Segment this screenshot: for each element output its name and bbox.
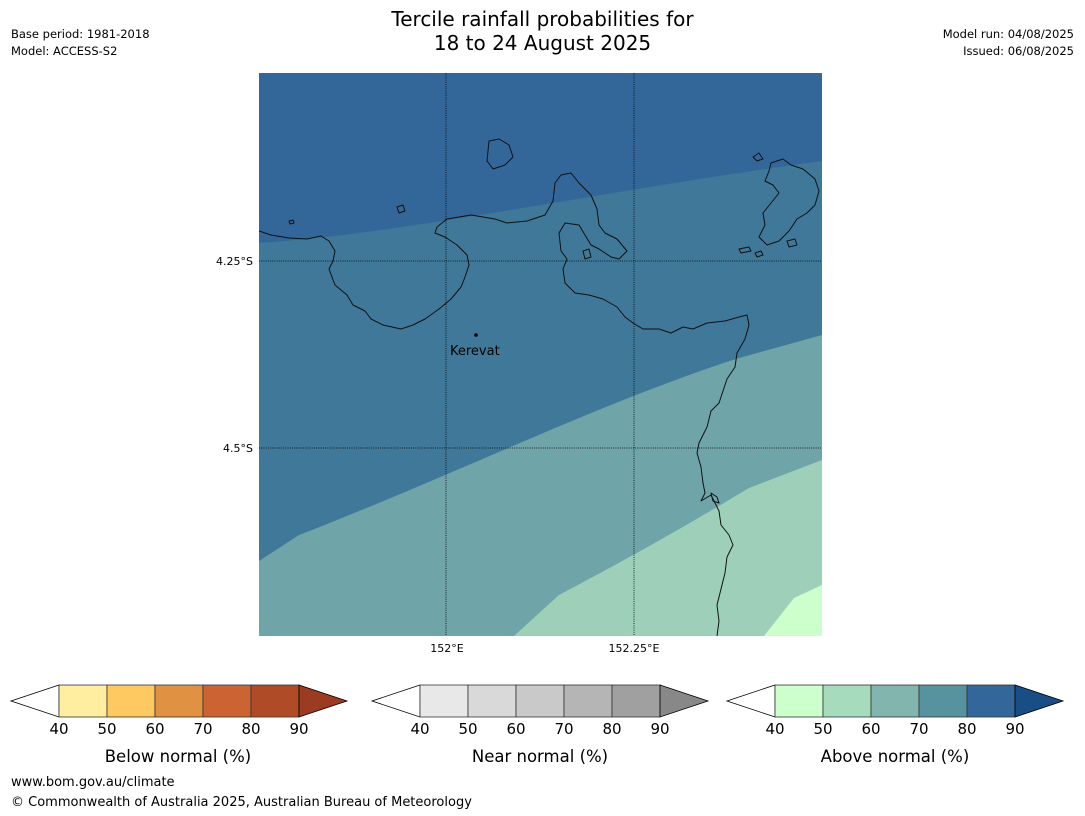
latitude-labels: 4.25°S 4.5°S <box>216 255 253 455</box>
kerevat-label: Kerevat <box>450 344 500 359</box>
metadata-left: Base period: 1981-2018 Model: ACCESS-S2 <box>11 26 150 60</box>
colorbar-tick-label: 90 <box>1005 720 1024 738</box>
model-text: Model: ACCESS-S2 <box>11 44 118 58</box>
colorbar-tick-label: 80 <box>957 720 976 738</box>
colorbar-tick-label: 50 <box>97 720 116 738</box>
colorbar-extend-high <box>1014 684 1065 718</box>
longitude-labels: 152°E 152.25°E <box>430 642 660 655</box>
colorbar-swatch <box>918 684 968 718</box>
colorbar-label-below-normal: Below normal (%) <box>105 747 252 766</box>
colorbar-below-normal: 40 50 60 70 80 90 Below normal (%) <box>9 684 349 766</box>
colorbar-swatch <box>154 684 204 718</box>
forecast-map[interactable]: Kerevat <box>259 73 822 636</box>
colorbar-extend-high <box>298 684 349 718</box>
lon-label-152-25e: 152.25°E <box>609 642 660 655</box>
metadata-right: Model run: 04/08/2025 Issued: 06/08/2025 <box>943 26 1074 60</box>
probability-band-near-40 <box>764 585 822 636</box>
colorbar-tick-label: 90 <box>289 720 308 738</box>
base-period-text: Base period: 1981-2018 <box>11 27 150 41</box>
colorbar-tick-label: 60 <box>506 720 525 738</box>
colorbar-swatch <box>563 684 613 718</box>
colorbar-tick-label: 50 <box>458 720 477 738</box>
colorbar-swatch <box>58 684 108 718</box>
model-run-text: Model run: 04/08/2025 <box>942 27 1074 41</box>
colorbar-near-normal: 40 50 60 70 80 90 Near normal (%) <box>370 684 710 766</box>
colorbar-swatch <box>774 684 824 718</box>
colorbar-extend-low <box>9 684 60 718</box>
colorbar-swatch <box>106 684 156 718</box>
title-line-1: Tercile rainfall probabilities for <box>391 7 694 31</box>
colorbar-label-near-normal: Near normal (%) <box>472 747 608 766</box>
colorbar-swatch <box>467 684 517 718</box>
lon-label-152e: 152°E <box>430 642 463 655</box>
probability-band-40-50 <box>514 460 822 636</box>
colorbar-tick-label: 40 <box>410 720 429 738</box>
colorbar-above-normal: 40 50 60 70 80 90 Above normal (%) <box>725 684 1065 766</box>
footer-copyright: © Commonwealth of Australia 2025, Austra… <box>11 795 472 810</box>
coastlines <box>259 138 820 636</box>
colorbar-tick-label: 50 <box>813 720 832 738</box>
footer-url: www.bom.gov.au/climate <box>11 775 175 790</box>
colorbar-tick-label: 60 <box>145 720 164 738</box>
graticule <box>259 73 822 636</box>
colorbar-swatch <box>515 684 565 718</box>
colorbar-swatch <box>611 684 661 718</box>
colorbar-swatch <box>870 684 920 718</box>
colorbar-tick-label: 40 <box>765 720 784 738</box>
colorbar-tick-label: 80 <box>602 720 621 738</box>
map-title: Tercile rainfall probabilities for 18 to… <box>0 7 1085 55</box>
lat-label-4-25s: 4.25°S <box>216 255 253 268</box>
colorbar-tick-label: 90 <box>650 720 669 738</box>
colorbar-tick-label: 80 <box>241 720 260 738</box>
colorbar-tick-label: 40 <box>49 720 68 738</box>
kerevat-marker <box>474 333 478 337</box>
colorbar-swatch <box>419 684 469 718</box>
colorbar-swatch <box>202 684 252 718</box>
issued-text: Issued: 06/08/2025 <box>963 44 1074 58</box>
colorbar-tick-label: 60 <box>861 720 880 738</box>
colorbar-tick-label: 70 <box>193 720 212 738</box>
colorbar-extend-high <box>659 684 710 718</box>
title-line-2: 18 to 24 August 2025 <box>433 31 652 55</box>
colorbar-swatch <box>250 684 300 718</box>
colorbar-tick-label: 70 <box>554 720 573 738</box>
lat-label-4-5s: 4.5°S <box>223 442 253 455</box>
colorbar-tick-label: 70 <box>909 720 928 738</box>
colorbar-label-above-normal: Above normal (%) <box>821 747 970 766</box>
colorbar-extend-low <box>370 684 421 718</box>
colorbar-swatch <box>966 684 1016 718</box>
colorbar-swatch <box>822 684 872 718</box>
colorbar-extend-low <box>725 684 776 718</box>
